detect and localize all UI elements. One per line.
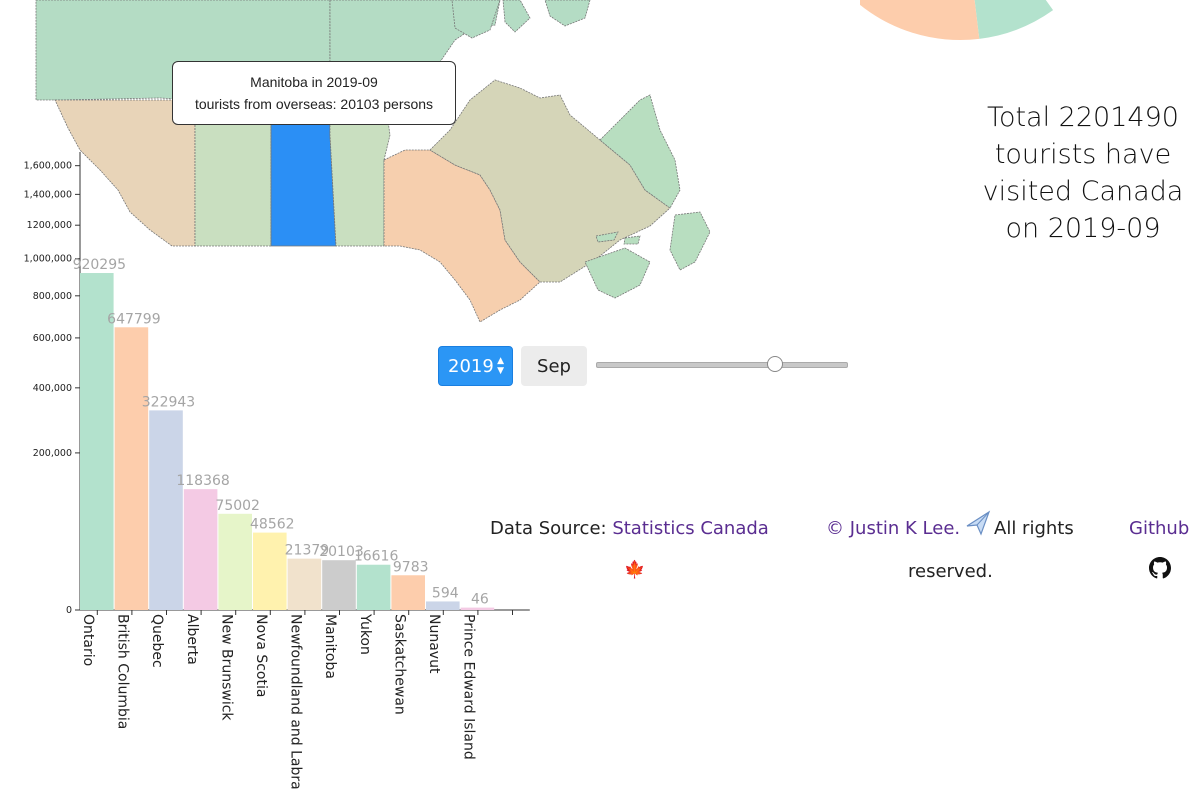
x-tick-label: Nunavut — [426, 614, 442, 674]
bar-value-label: 21379 — [285, 543, 330, 559]
region-quebec[interactable] — [429, 79, 671, 283]
y-tick-label: 1,600,000 — [24, 161, 72, 172]
x-tick-label: British Columbia — [115, 614, 131, 729]
bar-value-label: 16616 — [354, 549, 399, 565]
statistics-canada-link[interactable]: Statistics Canada — [612, 518, 769, 539]
x-tick-label: Prince Edward Island — [461, 614, 477, 760]
reserved-text: reserved. — [908, 561, 993, 582]
bar[interactable] — [426, 601, 460, 610]
x-tick-label: Yukon — [357, 613, 373, 655]
data-source: Data Source: Statistics Canada — [490, 518, 769, 539]
x-tick-label: Saskatchewan — [391, 614, 407, 715]
y-tick-label: 600,000 — [33, 333, 72, 344]
year-select[interactable]: 2019 ▲ ▼ — [438, 346, 513, 386]
bar-value-label: 46 — [471, 592, 489, 608]
bar[interactable] — [253, 532, 287, 610]
bar-value-label: 647799 — [107, 311, 160, 327]
tooltip-title: Manitoba in 2019-09 — [250, 74, 378, 90]
bar-value-label: 118368 — [176, 473, 229, 489]
bar[interactable] — [183, 489, 218, 610]
maple-leaf-icon: 🍁 — [624, 560, 646, 580]
map-water-islands — [35, 0, 711, 323]
summary-line-3: visited Canada — [982, 176, 1184, 207]
summary-line-2: tourists have — [994, 139, 1172, 170]
bar-value-label: 322943 — [142, 394, 195, 410]
slider-thumb[interactable] — [766, 356, 783, 372]
bar[interactable] — [218, 513, 252, 610]
bar[interactable] — [80, 273, 114, 610]
x-tick-label: Ontario — [80, 614, 96, 666]
rights-text: All rights — [994, 518, 1074, 539]
bar[interactable] — [287, 558, 322, 610]
bar-value-label: 48562 — [250, 517, 295, 533]
bar-value-label: 920295 — [73, 257, 126, 273]
github-link[interactable]: Github — [1129, 518, 1190, 539]
bar-value-label: 9783 — [393, 559, 429, 575]
x-tick-label: Alberta — [184, 614, 200, 665]
y-tick-label: 1,000,000 — [24, 254, 72, 265]
year-select-value: 2019 — [448, 355, 494, 377]
x-tick-label: Nova Scotia — [253, 614, 269, 697]
region-newfoundland[interactable] — [669, 211, 711, 271]
island-arctic-1 — [502, 0, 531, 33]
total-summary: Total 2201490 tourists have visited Cana… — [972, 99, 1194, 247]
y-tick-label: 200,000 — [33, 448, 72, 459]
y-tick-label: 1200,000 — [27, 220, 72, 231]
x-tick-label: New Brunswick — [218, 614, 234, 721]
month-button[interactable]: Sep — [521, 346, 587, 386]
bar[interactable] — [356, 564, 391, 610]
island-arctic-2 — [544, 0, 591, 27]
pie-chart — [860, 0, 1054, 40]
bar-value-label: 75002 — [215, 498, 260, 514]
y-tick-label: 800,000 — [33, 291, 72, 302]
paper-plane-icon — [966, 510, 991, 536]
y-tick-label: 1,400,000 — [24, 189, 72, 200]
month-button-label: Sep — [537, 355, 571, 377]
region-labrador[interactable] — [599, 94, 681, 209]
bar-value-label: 594 — [432, 585, 459, 601]
data-source-label: Data Source: — [490, 518, 607, 539]
author-link[interactable]: © Justin K Lee. — [826, 518, 961, 539]
bar[interactable] — [391, 575, 425, 610]
bar[interactable] — [114, 327, 149, 610]
canada-map — [35, 0, 711, 323]
tooltip-detail: tourists from overseas: 20103 persons — [194, 96, 434, 112]
x-tick-label: Manitoba — [322, 614, 338, 679]
island-arctic-3 — [451, 0, 501, 39]
y-tick-label: 400,000 — [33, 383, 72, 394]
select-arrows-icon: ▲ ▼ — [497, 356, 504, 376]
pie-slice-2[interactable] — [860, 0, 980, 40]
island-anticosti — [595, 231, 619, 243]
month-slider[interactable] — [596, 356, 848, 372]
bar[interactable] — [149, 410, 183, 610]
region-maritimes[interactable] — [584, 247, 651, 299]
pie-slice-1[interactable] — [960, 0, 1054, 39]
summary-line-1: Total 2201490 — [987, 102, 1179, 133]
x-tick-label: Quebec — [149, 614, 165, 668]
x-tick-label: Newfoundland and Labra — [288, 614, 304, 790]
bar-chart: 0 200,000 400,000 600,000 800,000 1,000,000 12… — [24, 152, 530, 790]
summary-line-4: on 2019-09 — [1005, 213, 1161, 244]
github-text: Github — [1129, 518, 1189, 539]
github-icon[interactable] — [1149, 557, 1171, 579]
bar-value-label: 20103 — [319, 544, 364, 560]
y-tick-label: 0 — [66, 605, 72, 616]
map-tooltip: Manitoba in 2019-09 tourists from overse… — [172, 61, 456, 125]
bar[interactable] — [322, 560, 356, 610]
island-prince-edward — [623, 235, 641, 245]
copyright: © Justin K Lee. — [826, 518, 960, 539]
bar[interactable] — [460, 607, 495, 610]
